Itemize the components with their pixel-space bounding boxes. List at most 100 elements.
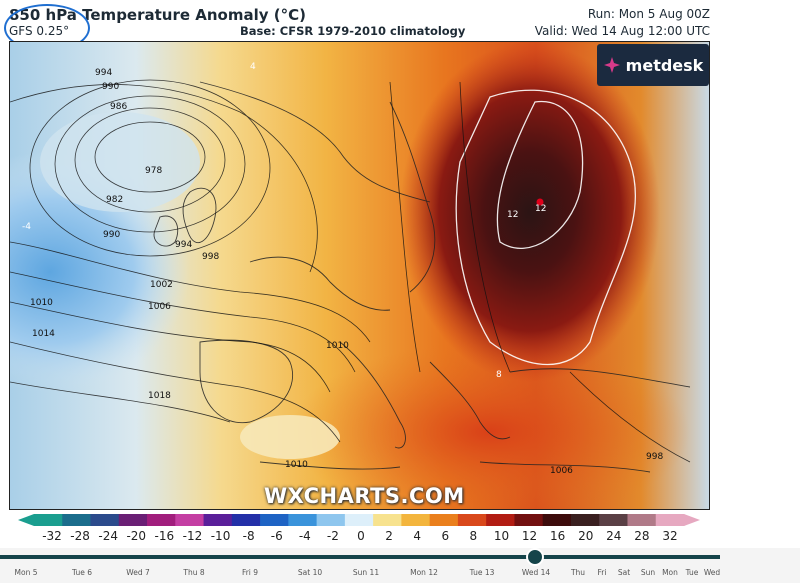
anomaly-value-label: 12 xyxy=(507,210,519,220)
timeline-day-label[interactable]: Tue xyxy=(685,568,699,577)
timeline-day-label[interactable]: Thu xyxy=(570,568,586,577)
timeline-day-label[interactable]: Tue 6 xyxy=(72,568,92,577)
colorbar-segment xyxy=(373,514,402,526)
anomaly-value-label: 8 xyxy=(496,370,502,380)
timeline-slider-handle[interactable] xyxy=(526,548,544,566)
colorbar-tick-label: 28 xyxy=(634,529,650,543)
colorbar-tick-label: -2 xyxy=(326,529,339,543)
low-pressure-region xyxy=(40,112,200,212)
colorbar-tick-label: 32 xyxy=(662,529,678,543)
valid-time-label: Valid: Wed 14 Aug 12:00 UTC xyxy=(534,24,710,38)
timeline-day-label[interactable]: Tue 13 xyxy=(469,568,495,577)
warm-anomaly-south xyxy=(290,342,690,509)
anomaly-value-label: 4 xyxy=(250,62,256,72)
colorbar-segment xyxy=(288,514,318,526)
timeline-day-label[interactable]: Mon 12 xyxy=(410,568,438,577)
timeline-track[interactable] xyxy=(0,555,720,559)
colorbar-segment xyxy=(147,514,176,526)
colorbar-segment xyxy=(231,514,261,526)
colorbar-segment xyxy=(570,514,600,526)
isobar-label: 998 xyxy=(202,252,220,262)
isobar-label: 998 xyxy=(646,452,664,462)
timeline-day-label[interactable]: Sat xyxy=(617,568,631,577)
isobar-label: 1018 xyxy=(148,391,171,401)
colorbar-segment xyxy=(599,514,628,526)
colorbar-tick-label: 10 xyxy=(493,529,510,543)
timeline-day-label[interactable]: Thu 8 xyxy=(183,568,205,577)
isobar-label: 1006 xyxy=(550,466,573,476)
colorbar-tick-label: 12 xyxy=(521,529,538,543)
contour-line xyxy=(496,100,584,249)
colorbar-segment xyxy=(627,514,657,526)
isobar-label: 1014 xyxy=(32,329,55,339)
anomaly-map[interactable]: 994 990 986 978 982 990 994 998 1002 1006 1010 1014… xyxy=(9,41,710,510)
wxcharts-watermark: WXCHARTS.COM xyxy=(264,484,465,508)
colorbar-segment xyxy=(175,514,205,526)
cool-mediterranean-patch xyxy=(240,415,340,459)
isobar-label: 990 xyxy=(103,230,121,240)
colorbar-tick-label: -32 xyxy=(42,529,62,543)
colorbar-segment xyxy=(34,514,63,526)
colorbar-tick-label: -8 xyxy=(242,529,255,543)
colorbar-segment xyxy=(316,514,346,526)
timeline-day-label[interactable]: Wed xyxy=(703,568,721,577)
isobar-label: 994 xyxy=(95,68,113,78)
colorbar-segment xyxy=(62,514,92,526)
timeline-day-label[interactable]: Wed 14 xyxy=(521,568,551,577)
timeline-day-label[interactable]: Sun xyxy=(640,568,656,577)
colorbar-labels: -32 -28 -24 -20 -16 -12 -10 -8 -6 -4 -2 0 2 4 6 8 10 12 16… xyxy=(18,529,700,545)
colorbar-tick-label: 6 xyxy=(441,529,450,543)
colorbar-segment xyxy=(457,514,487,526)
colorbar-tick-label: -24 xyxy=(98,529,118,543)
isobars xyxy=(10,79,691,463)
forecast-timeline[interactable]: Mon 5 Tue 6 Wed 7 Thu 8 Fri 9 Sat 10 Sun 11 Mon… xyxy=(0,548,800,583)
colorbar-tick-label: -6 xyxy=(270,529,283,543)
colorbar-tick-label: 24 xyxy=(606,529,622,543)
colorbar-tick-label: -20 xyxy=(126,529,147,543)
colorbar-tick-label: -10 xyxy=(210,529,231,543)
colorbar-min-arrow xyxy=(18,514,34,526)
colorbar-segment xyxy=(542,514,572,526)
isobar-label: 982 xyxy=(106,195,124,205)
map-canvas xyxy=(10,42,709,509)
colorbar-segment xyxy=(118,514,148,526)
colorbar-segment xyxy=(429,514,459,526)
colorbar xyxy=(18,514,700,526)
colorbar-tick-label: 4 xyxy=(413,529,421,543)
metdesk-logo-text: metdesk xyxy=(625,55,704,75)
isobar-label: 1010 xyxy=(326,341,349,351)
metdesk-logo-icon xyxy=(603,57,620,73)
isobar-label: 1010 xyxy=(285,460,308,470)
isobar-label: 1006 xyxy=(148,302,171,312)
timeline-day-label[interactable]: Mon 5 xyxy=(14,568,38,577)
timeline-day-label[interactable]: Sat 10 xyxy=(297,568,323,577)
colorbar-segment xyxy=(203,514,233,526)
timeline-day-label[interactable]: Fri xyxy=(597,568,607,577)
timeline-day-label[interactable]: Sun 11 xyxy=(352,568,380,577)
colorbar-segment xyxy=(90,514,120,526)
colorbar-tick-label: -4 xyxy=(298,529,311,543)
max-marker-icon xyxy=(536,198,544,206)
chart-header: 850 hPa Temperature Anomaly (°C) GFS 0.2… xyxy=(0,0,800,52)
timeline-day-label[interactable]: Mon xyxy=(662,568,678,577)
colorbar-tick-label: -28 xyxy=(70,529,90,543)
colorbar-segment xyxy=(401,514,431,526)
anomaly-value-label: -4 xyxy=(22,222,31,232)
isobar-label: 990 xyxy=(102,82,120,92)
colorbar-tick-label: -16 xyxy=(154,529,175,543)
isobar-label: 978 xyxy=(145,166,163,176)
run-label: Run: Mon 5 Aug 00Z xyxy=(587,7,710,21)
colorbar-tick-label: 0 xyxy=(357,529,365,543)
colorbar-tick-label: -12 xyxy=(182,529,203,543)
hot-anomaly-core xyxy=(400,42,660,382)
anomaly-value-label: 12 xyxy=(535,204,547,214)
timeline-day-label[interactable]: Fri 9 xyxy=(241,568,259,577)
colorbar-tick-label: 8 xyxy=(469,529,478,543)
colorbar-tick-label: 20 xyxy=(578,529,594,543)
metdesk-logo: metdesk xyxy=(597,44,709,86)
timeline-day-label[interactable]: Wed 7 xyxy=(126,568,150,577)
colorbar-max-arrow xyxy=(684,514,700,526)
isobar-label: 1010 xyxy=(30,298,53,308)
colorbar-segment xyxy=(514,514,544,526)
base-climatology-label: Base: CFSR 1979-2010 climatology xyxy=(240,24,466,38)
